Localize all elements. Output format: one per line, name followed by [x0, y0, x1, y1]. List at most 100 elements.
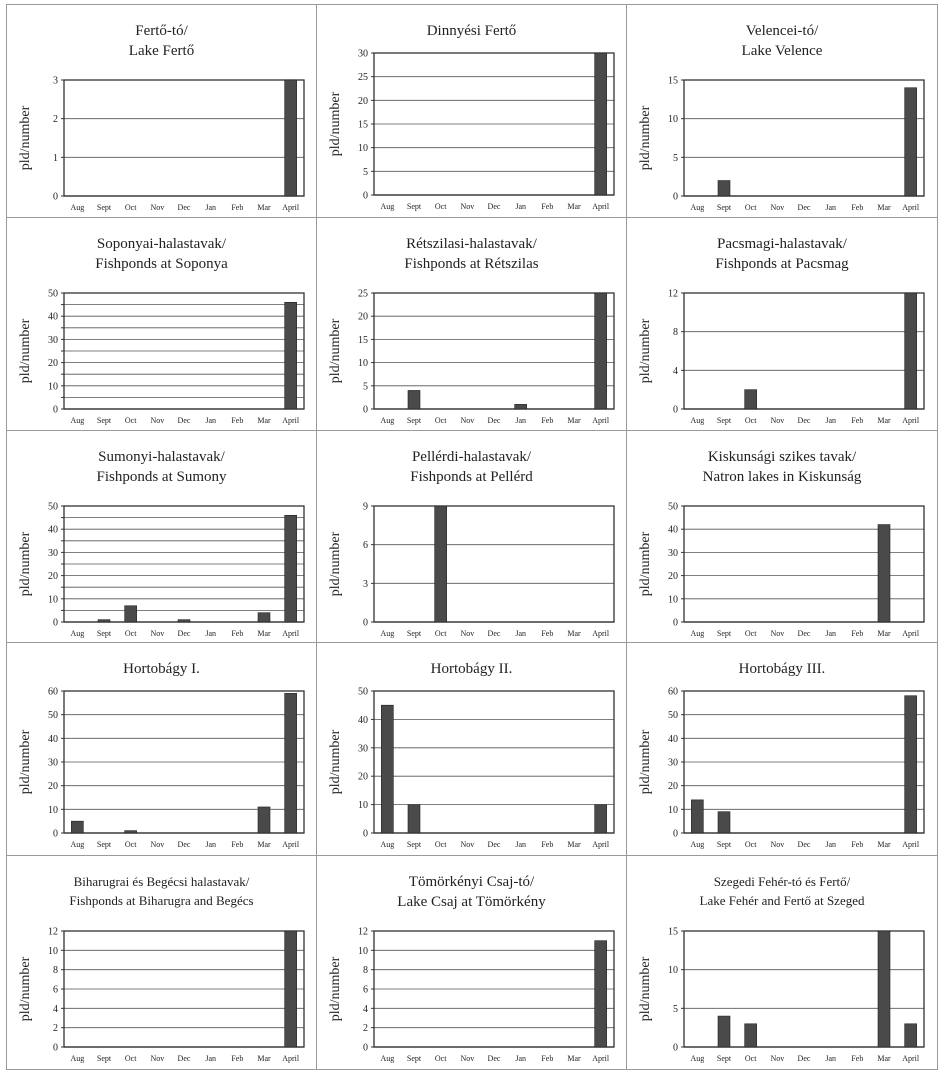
x-tick-label: Aug	[380, 840, 394, 849]
chart-title-line: Pellérdi-halastavak/	[411, 448, 532, 465]
y-tick-label: 8	[53, 965, 58, 976]
bar	[407, 804, 421, 834]
chart-panel: Pacsmagi-halastavak/Fishponds at Pacsmag…	[627, 218, 937, 431]
bar-chart: 0 10 20 30 40 50 Aug Sept Oct Nov Dec Jan Feb Mar Apri…	[328, 687, 615, 849]
chart-title-line: Kiskunsági szikes tavak/	[707, 448, 857, 465]
chart-title-line: Hortobágy I.	[123, 661, 200, 678]
chart-title: Sumonyi-halastavak/Fishponds at Sumony	[7, 447, 316, 487]
y-tick-label: 10	[668, 594, 678, 605]
chart-title-line: Biharugrai és Begécsi halastavak/	[73, 874, 250, 890]
y-tick-label: 0	[363, 829, 368, 840]
x-tick-label: Feb	[851, 203, 863, 212]
chart-panel: Szegedi Fehér-tó és Fertő/Lake Fehér and…	[627, 856, 937, 1069]
bar	[744, 1023, 757, 1048]
plot-frame	[63, 79, 305, 197]
chart-subtitle: Lake Velence	[741, 43, 823, 59]
bar	[284, 514, 297, 622]
plot-frame	[373, 292, 615, 410]
x-tick-label: Feb	[541, 1054, 553, 1063]
bar-chart: 0 10 20 30 40 50 Aug Sept Oct Nov Dec Jan Feb Mar Apri…	[638, 501, 925, 638]
y-tick-label: 5	[363, 381, 368, 392]
x-tick-label: Mar	[257, 1054, 271, 1063]
bar	[594, 804, 607, 834]
y-axis-label: pld/number	[18, 318, 33, 383]
x-tick-label: Jan	[205, 840, 216, 849]
chart-title: Szegedi Fehér-tó és Fertő/Lake Fehér and…	[627, 872, 937, 910]
x-tick-label: Nov	[770, 416, 784, 425]
x-tick-label: April	[282, 840, 300, 849]
bar	[284, 930, 297, 1048]
x-tick-label: Feb	[231, 629, 243, 638]
y-tick-label: 0	[53, 829, 58, 840]
x-tick-label: April	[282, 629, 300, 638]
bar	[717, 180, 731, 197]
bar-chart: 0 1 2 3 Aug Sept Oct Nov Dec Jan Feb Mar April pld/nu…	[18, 76, 305, 212]
x-tick-label: Oct	[125, 840, 137, 849]
x-tick-label: April	[902, 203, 920, 212]
x-tick-label: April	[902, 840, 920, 849]
y-tick-label: 9	[363, 501, 368, 512]
y-tick-label: 60	[48, 687, 58, 698]
x-tick-label: Mar	[877, 416, 891, 425]
y-tick-label: 50	[48, 501, 58, 512]
x-tick-label: April	[592, 629, 610, 638]
y-tick-label: 20	[358, 96, 368, 107]
y-tick-label: 10	[48, 946, 58, 957]
chart-title-line: Hortobágy III.	[738, 661, 826, 678]
x-tick-label: April	[902, 416, 920, 425]
x-tick-label: Mar	[257, 416, 271, 425]
chart-subtitle: Fishponds at Biharugra and Begécs	[69, 893, 254, 909]
x-tick-label: Nov	[460, 202, 474, 211]
y-tick-label: 0	[363, 1043, 368, 1054]
chart-title: Tömörkényi Csaj-tó/Lake Csaj at Tömörkén…	[317, 872, 626, 912]
x-tick-label: Dec	[488, 416, 501, 425]
x-tick-label: Sept	[97, 840, 112, 849]
x-tick-label: Mar	[257, 203, 271, 212]
y-tick-label: 0	[673, 404, 678, 415]
y-tick-label: 4	[673, 366, 678, 377]
bar-chart: 0 10 20 30 40 50 Aug Sept Oct Nov Dec Jan Feb Mar Apri…	[18, 501, 305, 638]
bar	[594, 940, 607, 1048]
x-tick-label: Mar	[257, 840, 271, 849]
y-tick-label: 40	[48, 524, 58, 535]
chart-subtitle: Lake Csaj at Tömörkény	[397, 894, 546, 911]
plot-frame	[683, 79, 925, 197]
x-tick-label: Sept	[97, 203, 112, 212]
x-tick-label: Sept	[717, 203, 732, 212]
y-tick-label: 0	[363, 617, 368, 628]
x-tick-label: Nov	[150, 840, 164, 849]
bar-chart: 0 5 10 15 Aug Sept Oct Nov Dec Jan Feb Mar April pld/…	[638, 76, 925, 212]
y-tick-label: 10	[48, 381, 58, 392]
y-tick-label: 0	[363, 191, 368, 202]
bar	[744, 389, 757, 410]
x-tick-label: Dec	[798, 840, 811, 849]
chart-title-line: Soponyai-halastavak/	[96, 235, 227, 252]
chart-panel: Hortobágy II. 0 10 20 30 40 50 Aug Sept Oct Nov Dec…	[317, 643, 627, 857]
bar	[594, 292, 607, 410]
y-tick-label: 4	[363, 1004, 368, 1015]
x-tick-label: April	[282, 1054, 300, 1063]
y-tick-label: 10	[48, 594, 58, 605]
y-axis-label: pld/number	[638, 730, 653, 795]
y-axis-label: pld/number	[638, 531, 653, 596]
chart-title: Kiskunsági szikes tavak/Natron lakes in …	[627, 447, 937, 487]
chart-title: Velencei-tó/Lake Velence	[627, 21, 937, 61]
x-tick-label: Oct	[435, 629, 447, 638]
y-tick-label: 40	[668, 524, 678, 535]
bar	[691, 799, 704, 834]
x-tick-label: Sept	[717, 629, 732, 638]
y-axis-label: pld/number	[18, 531, 33, 596]
y-tick-label: 0	[673, 1043, 678, 1054]
chart-title: Soponyai-halastavak/Fishponds at Soponya	[7, 234, 316, 274]
chart-panel: Kiskunsági szikes tavak/Natron lakes in …	[627, 431, 937, 644]
x-tick-label: Mar	[257, 629, 271, 638]
y-tick-label: 30	[48, 547, 58, 558]
chart-panel: Fertő-tó/Lake Fertő 0 1 2 3 Aug Sept Oct Nov Dec J…	[7, 5, 317, 218]
y-axis-label: pld/number	[638, 957, 653, 1022]
x-tick-label: Jan	[205, 203, 216, 212]
y-tick-label: 6	[363, 540, 368, 551]
x-tick-label: April	[592, 840, 610, 849]
x-tick-label: Oct	[435, 202, 447, 211]
x-tick-label: Feb	[541, 840, 553, 849]
y-axis-label: pld/number	[328, 730, 343, 795]
